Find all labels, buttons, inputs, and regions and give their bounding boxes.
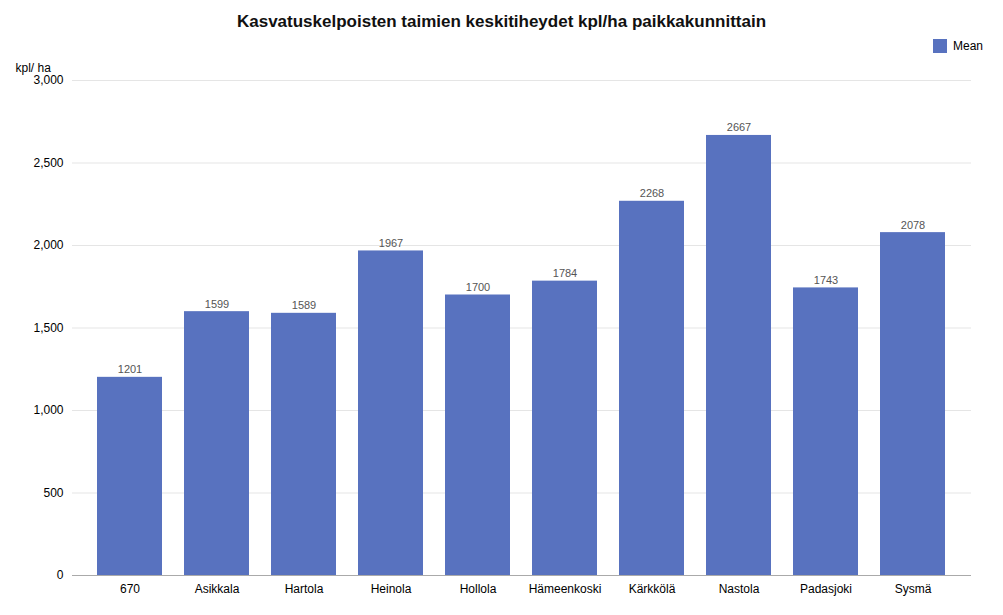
svg-text:1589: 1589	[292, 299, 316, 311]
svg-text:Kärkkölä: Kärkkölä	[629, 582, 676, 596]
svg-text:1599: 1599	[205, 298, 229, 310]
svg-text:0: 0	[57, 568, 64, 582]
svg-text:3,000: 3,000	[33, 73, 63, 87]
svg-text:kpl/ ha: kpl/ ha	[16, 61, 52, 75]
svg-text:2,500: 2,500	[33, 156, 63, 170]
svg-text:2,000: 2,000	[33, 238, 63, 252]
svg-text:1201: 1201	[118, 363, 142, 375]
svg-text:Hartola: Hartola	[285, 582, 324, 596]
svg-text:Heinola: Heinola	[371, 582, 412, 596]
svg-text:2268: 2268	[640, 187, 664, 199]
svg-text:2078: 2078	[901, 219, 925, 231]
svg-text:Sysmä: Sysmä	[895, 582, 932, 596]
svg-text:Asikkala: Asikkala	[195, 582, 240, 596]
svg-text:1743: 1743	[814, 274, 838, 286]
svg-text:1,000: 1,000	[33, 403, 63, 417]
svg-text:2667: 2667	[727, 121, 751, 133]
svg-text:Nastola: Nastola	[719, 582, 760, 596]
svg-text:1967: 1967	[379, 237, 403, 249]
svg-text:500: 500	[43, 486, 63, 500]
html-text:Mean: Mean	[953, 39, 983, 53]
svg-text:Hollola: Hollola	[460, 582, 497, 596]
svg-text:Hämeenkoski: Hämeenkoski	[529, 582, 602, 596]
svg-text:Padasjoki: Padasjoki	[800, 582, 852, 596]
svg-text:1,500: 1,500	[33, 321, 63, 335]
svg-text:670: 670	[120, 582, 140, 596]
svg-text:1700: 1700	[466, 281, 490, 293]
html-text:Kasvatuskelpoisten taimien kes: Kasvatuskelpoisten taimien keskitiheydet…	[237, 12, 766, 31]
svg-text:1784: 1784	[553, 267, 577, 279]
